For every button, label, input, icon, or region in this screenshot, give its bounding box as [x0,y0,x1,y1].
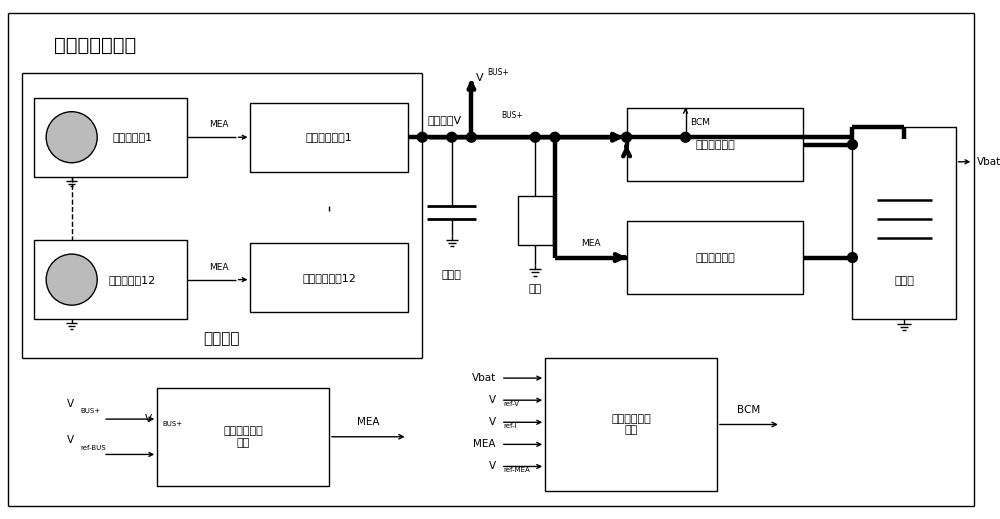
Text: 航天器电源系统: 航天器电源系统 [54,36,136,56]
Bar [627,108,803,182]
Text: 蓄电池: 蓄电池 [894,276,914,285]
Circle shape [417,132,427,142]
Bar [157,388,329,486]
Bar [250,103,408,172]
Bar [852,127,956,319]
Bar [250,243,408,312]
Text: Vbat: Vbat [472,373,496,383]
Text: BUS+: BUS+ [81,408,101,414]
Text: V: V [67,434,74,445]
Text: BUS+: BUS+ [501,111,523,119]
Circle shape [46,254,97,305]
Bar [545,358,717,491]
Text: BCM: BCM [690,118,710,127]
Text: 太阳电池阵1: 太阳电池阵1 [113,132,153,142]
Bar [34,98,187,176]
Text: BUS+: BUS+ [487,68,509,77]
Bar [34,240,187,319]
Text: 电容阵: 电容阵 [442,270,462,280]
Text: V: V [489,395,496,405]
Circle shape [848,253,857,263]
Bar [627,221,803,294]
Text: ref-BUS: ref-BUS [81,444,106,450]
Text: V: V [145,414,152,424]
Text: V: V [476,73,484,84]
Circle shape [530,132,540,142]
Text: 负载: 负载 [529,284,542,294]
Text: 太阳电池阵12: 太阳电池阵12 [109,275,156,284]
Text: MEA: MEA [209,263,228,272]
Circle shape [46,112,97,163]
Circle shape [466,132,476,142]
Text: 充电调节电路: 充电调节电路 [695,140,735,149]
Text: ref-MEA: ref-MEA [504,468,531,473]
Text: ref-I: ref-I [504,423,517,429]
Circle shape [848,140,857,149]
Text: 电池充电管理
电路: 电池充电管理 电路 [611,414,651,435]
Text: 放电调节电路: 放电调节电路 [695,253,735,263]
Text: 母线电压V: 母线电压V [427,115,461,126]
Text: MEA: MEA [357,417,380,427]
Text: BUS+: BUS+ [162,421,182,427]
Text: MEA: MEA [209,120,228,129]
Text: MEA: MEA [473,440,496,449]
Text: V: V [489,461,496,471]
Text: 电源模块: 电源模块 [204,331,240,346]
Text: 电压误差放大
电路: 电压误差放大 电路 [223,426,263,447]
Text: V: V [489,417,496,427]
Text: Vbat: Vbat [977,157,1000,167]
Text: V: V [67,399,74,409]
Text: BCM: BCM [737,405,760,415]
Circle shape [622,132,631,142]
Text: 分流调节电路12: 分流调节电路12 [302,272,356,283]
Circle shape [447,132,457,142]
Bar [518,196,553,245]
Circle shape [550,132,560,142]
Text: 分流调节电路1: 分流调节电路1 [306,132,352,142]
Text: ref-V: ref-V [504,401,520,407]
Text: MEA: MEA [581,239,600,248]
Circle shape [681,132,690,142]
